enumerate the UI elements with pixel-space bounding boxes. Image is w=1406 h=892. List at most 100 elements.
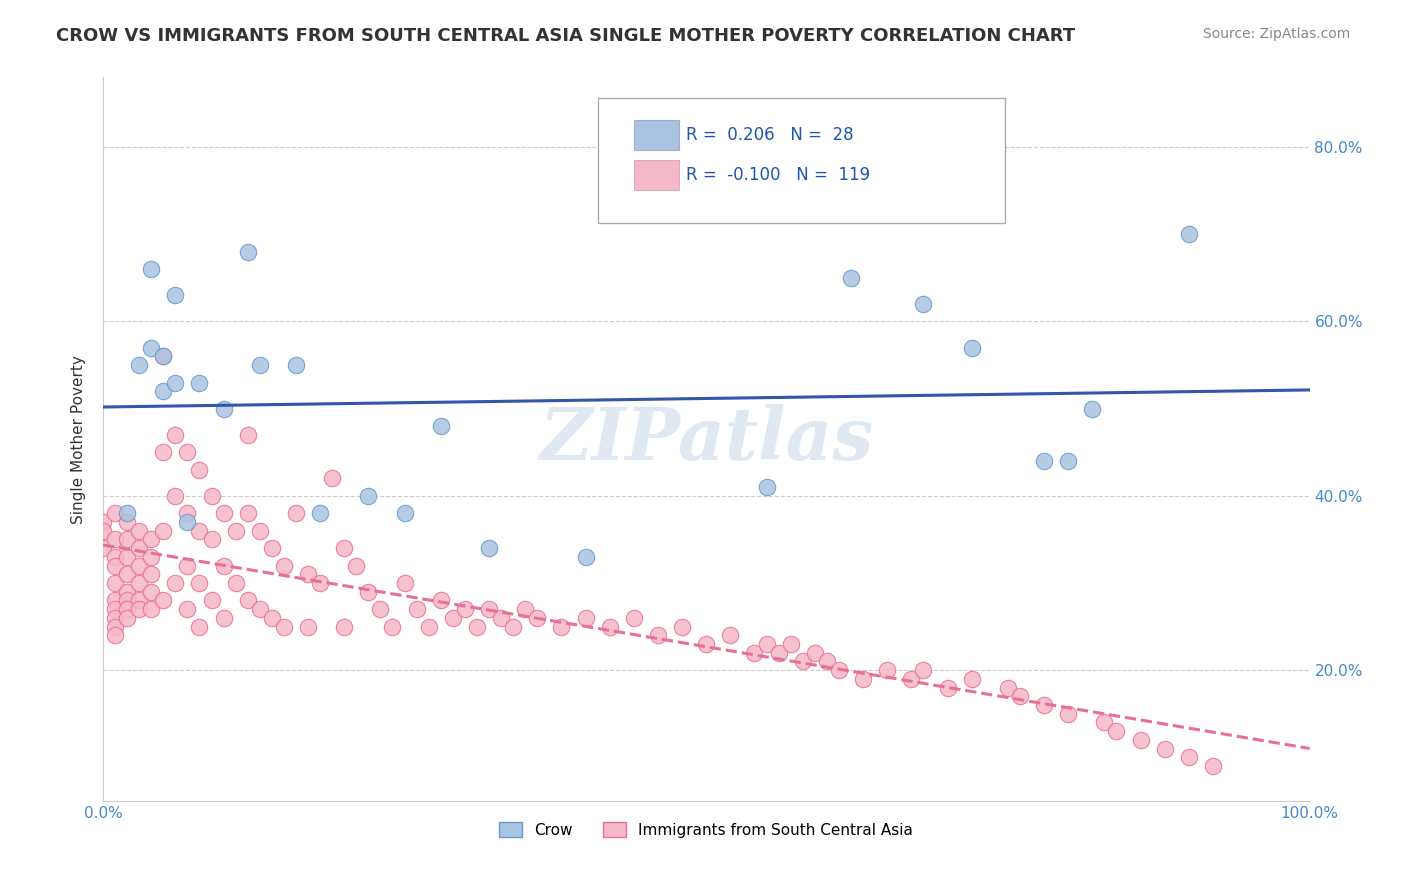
- Point: [115, 515, 138, 529]
- Point: [165, 376, 187, 390]
- Point: [1153, 741, 1175, 756]
- Point: [647, 628, 669, 642]
- Point: [1057, 706, 1080, 721]
- Point: [176, 445, 198, 459]
- Point: [128, 541, 150, 555]
- Point: [128, 558, 150, 573]
- Point: [115, 533, 138, 547]
- Point: [1033, 698, 1056, 712]
- Point: [429, 593, 451, 607]
- Point: [152, 384, 174, 399]
- Y-axis label: Single Mother Poverty: Single Mother Poverty: [72, 355, 86, 524]
- Point: [115, 549, 138, 564]
- Point: [104, 506, 127, 520]
- Point: [200, 533, 222, 547]
- Point: [309, 576, 332, 591]
- Point: [852, 672, 875, 686]
- Point: [429, 419, 451, 434]
- Point: [1129, 732, 1152, 747]
- Point: [176, 602, 198, 616]
- Point: [104, 602, 127, 616]
- Point: [344, 558, 367, 573]
- Point: [141, 533, 163, 547]
- Point: [188, 463, 211, 477]
- Point: [104, 611, 127, 625]
- Text: ZIPatlas: ZIPatlas: [538, 404, 873, 475]
- Point: [1178, 750, 1201, 764]
- Text: Source: ZipAtlas.com: Source: ZipAtlas.com: [1202, 27, 1350, 41]
- Point: [574, 549, 596, 564]
- Point: [574, 611, 596, 625]
- Point: [115, 584, 138, 599]
- Point: [165, 427, 187, 442]
- Point: [441, 611, 464, 625]
- Point: [502, 619, 524, 633]
- Point: [321, 471, 343, 485]
- Point: [91, 541, 114, 555]
- Point: [755, 637, 778, 651]
- Legend: Crow, Immigrants from South Central Asia: Crow, Immigrants from South Central Asia: [494, 815, 920, 844]
- Point: [128, 576, 150, 591]
- Point: [357, 489, 380, 503]
- Point: [212, 401, 235, 416]
- Point: [115, 611, 138, 625]
- Point: [128, 358, 150, 372]
- Point: [839, 271, 862, 285]
- Point: [104, 619, 127, 633]
- Point: [141, 567, 163, 582]
- Point: [478, 541, 501, 555]
- Point: [104, 593, 127, 607]
- Point: [997, 681, 1019, 695]
- Text: CROW VS IMMIGRANTS FROM SOUTH CENTRAL ASIA SINGLE MOTHER POVERTY CORRELATION CHA: CROW VS IMMIGRANTS FROM SOUTH CENTRAL AS…: [56, 27, 1076, 45]
- Point: [912, 663, 935, 677]
- Point: [273, 619, 295, 633]
- Point: [200, 489, 222, 503]
- Point: [260, 541, 283, 555]
- Point: [489, 611, 512, 625]
- Point: [115, 593, 138, 607]
- Point: [225, 524, 247, 538]
- Point: [1092, 715, 1115, 730]
- Point: [515, 602, 537, 616]
- Point: [1057, 454, 1080, 468]
- Point: [188, 619, 211, 633]
- Text: R =  -0.100   N =  119: R = -0.100 N = 119: [686, 166, 870, 184]
- Point: [236, 506, 259, 520]
- Point: [165, 576, 187, 591]
- Point: [779, 637, 801, 651]
- Point: [212, 611, 235, 625]
- Point: [188, 524, 211, 538]
- Point: [1033, 454, 1056, 468]
- Point: [960, 672, 983, 686]
- Point: [297, 567, 319, 582]
- Point: [212, 506, 235, 520]
- Point: [394, 576, 416, 591]
- Point: [176, 558, 198, 573]
- Point: [141, 584, 163, 599]
- Point: [128, 602, 150, 616]
- Point: [718, 628, 741, 642]
- Point: [141, 262, 163, 277]
- Point: [1105, 724, 1128, 739]
- Point: [200, 593, 222, 607]
- Point: [212, 558, 235, 573]
- Point: [152, 350, 174, 364]
- Point: [333, 541, 356, 555]
- Point: [285, 358, 308, 372]
- Point: [285, 506, 308, 520]
- Point: [960, 341, 983, 355]
- Point: [405, 602, 427, 616]
- Point: [249, 602, 271, 616]
- Point: [1178, 227, 1201, 242]
- Point: [599, 619, 621, 633]
- Point: [165, 489, 187, 503]
- Point: [115, 506, 138, 520]
- Point: [104, 628, 127, 642]
- Point: [104, 558, 127, 573]
- Point: [104, 533, 127, 547]
- Point: [115, 567, 138, 582]
- Point: [900, 672, 922, 686]
- Point: [260, 611, 283, 625]
- Point: [165, 288, 187, 302]
- Point: [249, 358, 271, 372]
